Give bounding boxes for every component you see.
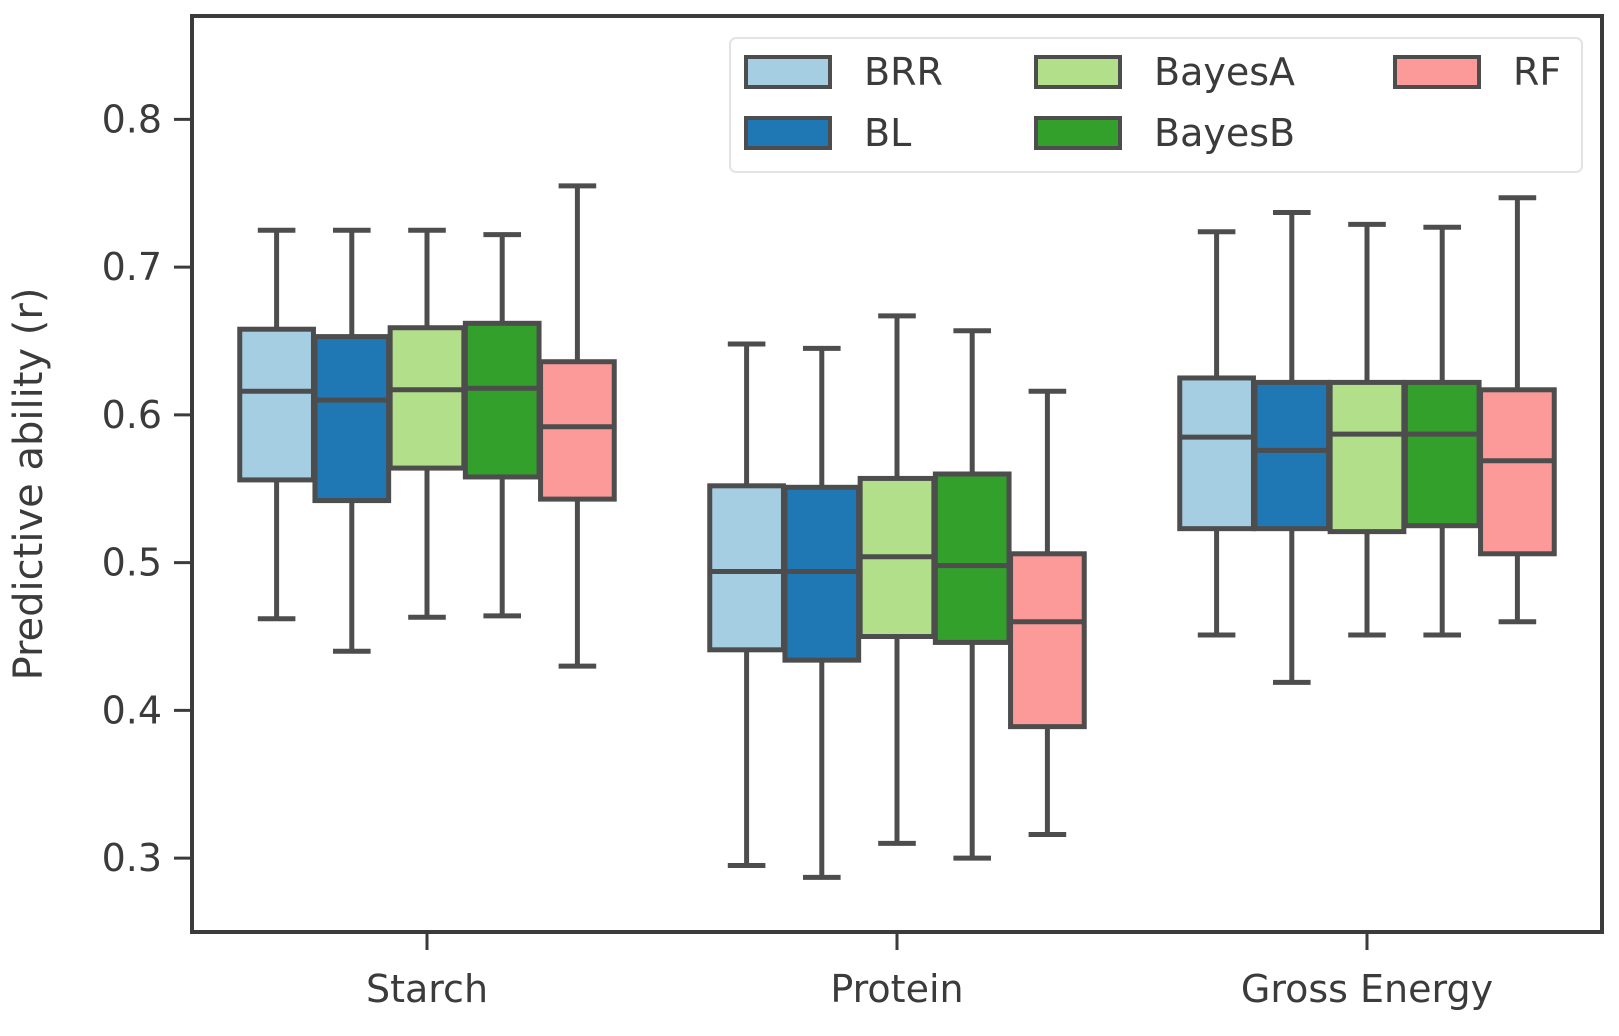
box-BayesA: [1330, 382, 1404, 531]
box-RF: [541, 362, 615, 499]
legend-swatch: [1395, 57, 1479, 87]
legend-item-RF: RF: [1395, 50, 1561, 94]
y-tick-label: 0.8: [102, 97, 162, 141]
y-axis-title: Predictive ability (r): [6, 288, 52, 681]
box-RF: [1481, 390, 1555, 554]
legend-label: BL: [864, 111, 911, 155]
legend-label: RF: [1513, 50, 1561, 94]
y-tick-label: 0.6: [102, 393, 162, 437]
legend-swatch: [746, 57, 830, 87]
legend-swatch: [746, 118, 830, 148]
box-BRR: [1180, 378, 1254, 529]
box-BayesA: [390, 328, 464, 468]
y-tick-label: 0.4: [102, 688, 162, 732]
y-tick-label: 0.3: [102, 836, 162, 880]
box-BayesB: [935, 474, 1009, 642]
legend: BRR BL BayesA BayesB RF: [730, 38, 1582, 172]
box-BRR: [710, 486, 784, 650]
box-BayesB: [465, 323, 539, 477]
y-tick-label: 0.7: [102, 245, 162, 289]
legend-swatch: [1036, 57, 1120, 87]
legend-label: BayesA: [1154, 50, 1295, 94]
box-RF: [1011, 554, 1085, 727]
x-tick-label: Protein: [830, 967, 963, 1011]
legend-item-BL: BL: [746, 111, 911, 155]
x-tick-label: Gross Energy: [1241, 967, 1493, 1011]
legend-item-BayesA: BayesA: [1036, 50, 1295, 94]
legend-item-BayesB: BayesB: [1036, 111, 1295, 155]
y-tick-label: 0.5: [102, 541, 162, 585]
box-BL: [1255, 382, 1329, 528]
legend-label: BRR: [864, 50, 943, 94]
box-BL: [315, 337, 389, 501]
legend-swatch: [1036, 118, 1120, 148]
legend-label: BayesB: [1154, 111, 1295, 155]
x-tick-label: Starch: [366, 967, 488, 1011]
box-BayesB: [1405, 382, 1479, 525]
box-BRR: [240, 329, 314, 480]
